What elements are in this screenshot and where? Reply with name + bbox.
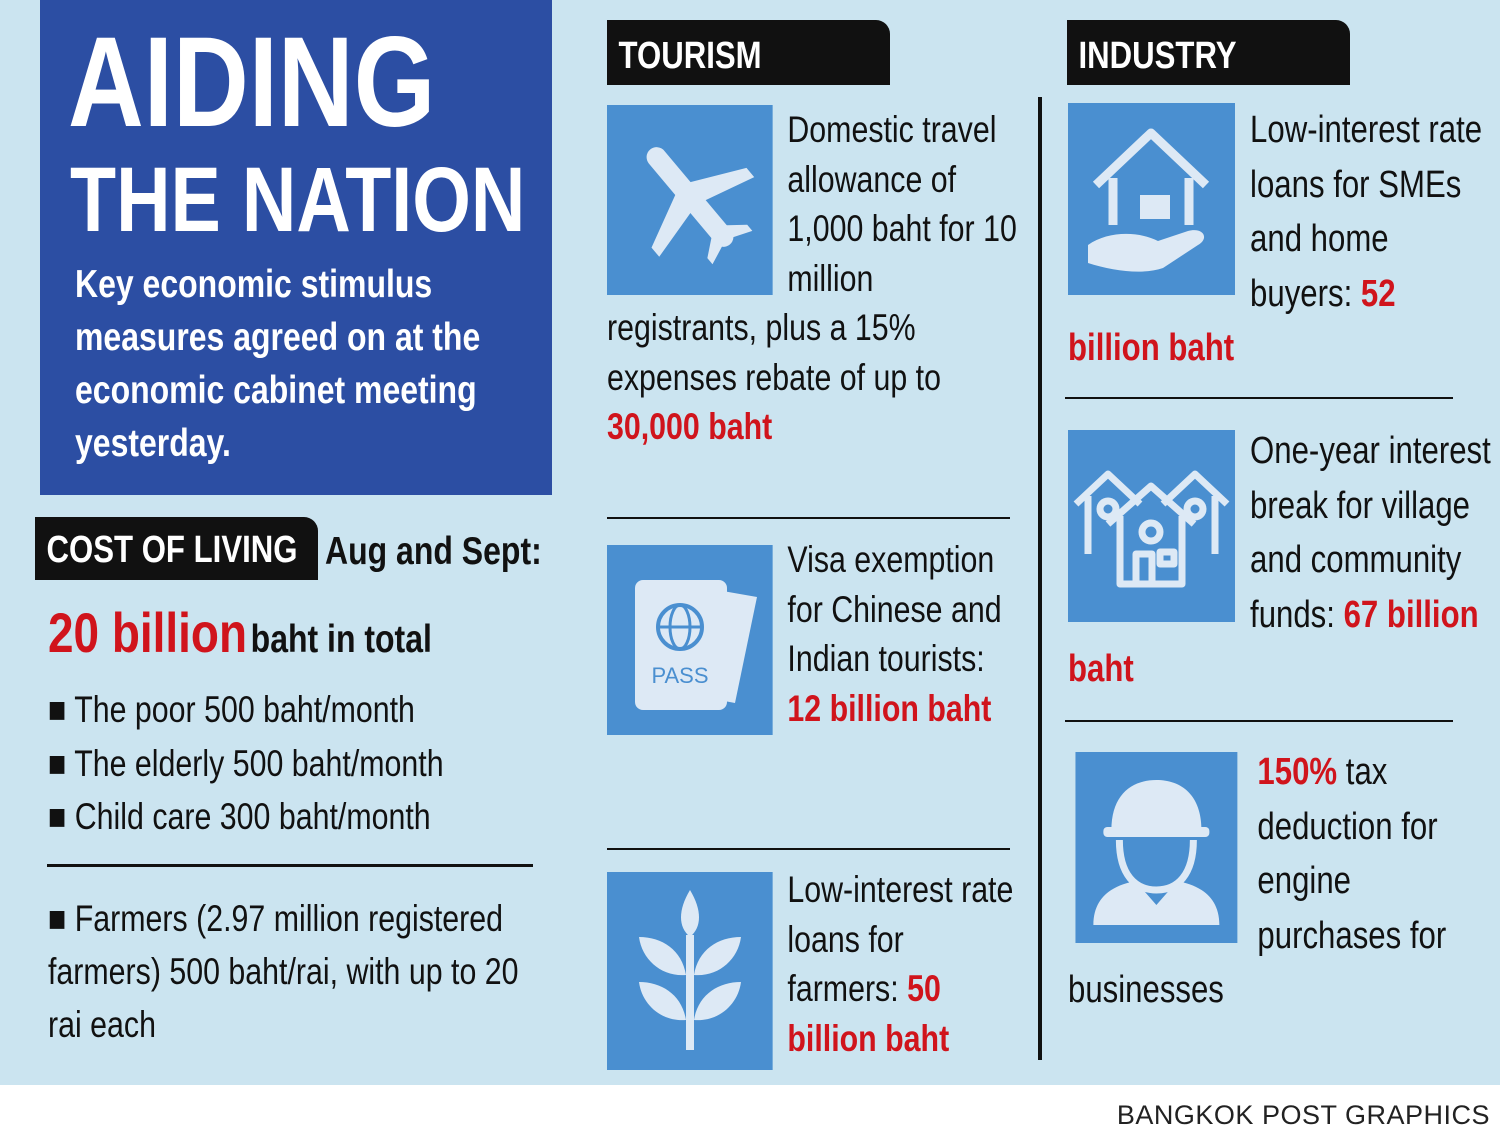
column-rule — [1038, 97, 1042, 1060]
tourism-item: PASS Visa exemption for Chinese and Indi… — [607, 535, 1017, 780]
industry-item: Low-interest rate loans for SMEs and hom… — [1068, 103, 1494, 376]
item-text: tax deduction for engine purchases for b… — [1068, 751, 1447, 1011]
industry-item: One-year interest break for village and … — [1068, 424, 1494, 697]
separator — [607, 517, 1010, 519]
separator — [1065, 720, 1453, 722]
list-item: ■ The elderly 500 baht/month — [48, 742, 444, 784]
item-highlight: 67 billion baht — [1068, 593, 1479, 691]
item-text: Child care 300 baht/month — [74, 796, 431, 837]
section-heading: TOURISM — [618, 35, 762, 77]
separator — [1065, 397, 1453, 399]
total-amount: 20 billion — [48, 601, 248, 664]
farmers: ■ Farmers (2.97 million registered farme… — [48, 898, 519, 1045]
icon-label: PASS — [651, 663, 708, 688]
section-tab: TOURISM — [607, 20, 890, 85]
section-heading: INDUSTRY — [1078, 35, 1237, 77]
icon — [607, 105, 787, 301]
section-tab: COST OF LIVING — [35, 517, 318, 580]
subtitle: Key economic stimulus measures agreed on… — [75, 263, 481, 465]
item-text: The elderly 500 baht/month — [74, 742, 444, 784]
item-text: Farmers (2.97 million registered farmers… — [48, 898, 519, 1045]
item-text: Low-interest rate loans for farmers: — [787, 869, 1014, 1009]
cost-list: ■ The poor 500 baht/month ■ The elderly … — [48, 683, 581, 844]
icon — [1068, 103, 1250, 317]
list-item: ■ Child care 300 baht/month — [48, 796, 431, 837]
item-highlight: 50 billion baht — [787, 968, 950, 1059]
item-highlight: 12 billion baht — [787, 687, 992, 729]
icon — [1068, 745, 1257, 959]
item-text: Low-interest rate loans for SMEs and hom… — [1250, 109, 1483, 315]
tourism-item: Low-interest rate loans for farmers: 50 … — [607, 865, 1017, 1070]
list-item: ■ The poor 500 baht/month — [48, 689, 415, 730]
title-box: AIDING THE NATION Key economic stimulus … — [40, 0, 552, 495]
industry-item: 150% tax deduction for engine purchases … — [1068, 745, 1494, 1018]
section-heading: COST OF LIVING — [46, 529, 298, 571]
total-suffix: baht in total — [250, 618, 432, 661]
item-text: Domestic travel allowance of 1,000 baht … — [607, 109, 1017, 398]
item-text: The poor 500 baht/month — [74, 689, 415, 730]
credit: BANGKOK POST GRAPHICS — [1116, 1100, 1490, 1130]
item-text: One-year interest break for village and … — [1250, 430, 1491, 636]
section-tab: INDUSTRY — [1067, 20, 1350, 85]
icon — [1068, 424, 1250, 638]
separator — [47, 864, 533, 867]
total: 20 billion baht in total — [48, 600, 432, 665]
icon: PASS — [607, 535, 787, 780]
item-highlight: 52 billion baht — [1068, 272, 1396, 370]
period: Aug and Sept: — [325, 530, 542, 573]
item-text: Visa exemption for Chinese and Indian to… — [787, 539, 1002, 679]
item-highlight: 150% — [1257, 751, 1338, 793]
item-highlight: 30,000 baht — [607, 406, 773, 447]
icon — [607, 865, 787, 1070]
title-line: THE NATION — [70, 149, 526, 251]
separator — [607, 848, 1010, 850]
title-line: AIDING — [68, 11, 436, 154]
tourism-item: Domestic travel allowance of 1,000 baht … — [607, 105, 1017, 452]
